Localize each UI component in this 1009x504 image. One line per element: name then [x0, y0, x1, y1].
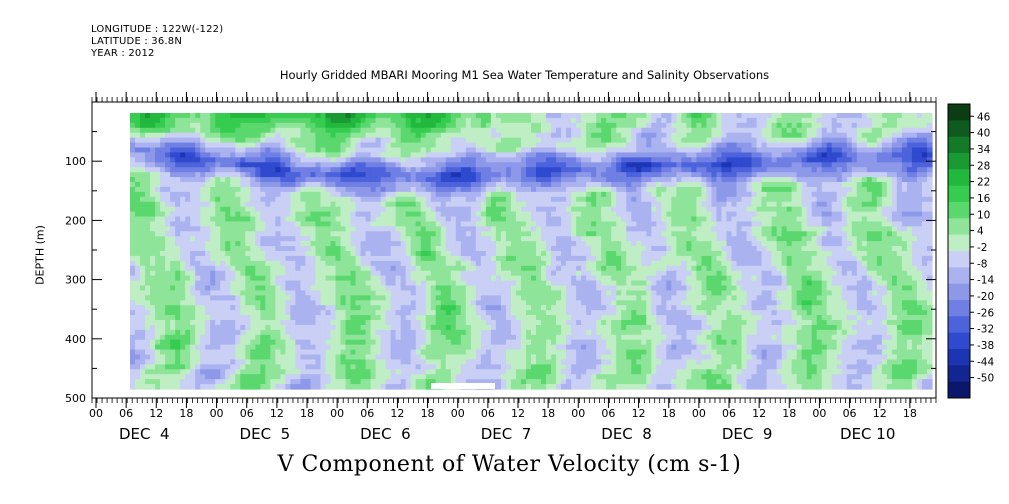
x-hour-tick-label: 18	[903, 407, 917, 420]
chart-title: Hourly Gridded MBARI Mooring M1 Sea Wate…	[279, 68, 770, 82]
colorbar-swatch	[948, 104, 970, 121]
y-tick-label: 200	[65, 214, 86, 227]
colorbar-swatch	[948, 169, 970, 187]
x-day-label: DEC 9	[722, 425, 773, 443]
colorbar-label: 10	[977, 209, 990, 221]
colorbar-swatch	[948, 202, 970, 219]
colorbar-label: -38	[977, 340, 994, 352]
y-tick-label: 500	[65, 392, 86, 405]
colorbar-label: 22	[977, 177, 990, 189]
colorbar-swatch	[948, 316, 970, 334]
x-hour-tick-label: 12	[149, 407, 163, 420]
colorbar-label: 4	[977, 226, 984, 238]
x-day-label: DEC 7	[481, 425, 532, 443]
x-hour-tick-label: 12	[873, 407, 887, 420]
colorbar-label: 34	[977, 144, 991, 156]
colorbar-label: -44	[977, 356, 994, 368]
x-axis-label: V Component of Water Velocity (cm s-1)	[277, 452, 742, 477]
x-hour-tick-label: 06	[240, 407, 254, 420]
x-hour-tick-label: 12	[632, 407, 646, 420]
y-tick-label: 300	[65, 274, 86, 287]
colorbar-swatch	[948, 185, 970, 203]
x-hour-tick-label: 00	[571, 407, 585, 420]
x-day-label: DEC 5	[240, 425, 291, 443]
missing-data-region	[431, 383, 495, 389]
colorbar-swatch	[948, 300, 970, 317]
colorbar-swatch	[948, 136, 970, 154]
colorbar-label: -2	[977, 242, 987, 254]
colorbar-swatch	[948, 283, 970, 301]
x-day-label: DEC 8	[601, 425, 652, 443]
axes: 00 06 12 18 00 06 12 18 00 06 12 18 00 06 12 18 00 06 12 18…	[65, 92, 937, 443]
x-hour-tick-label: 00	[812, 407, 826, 420]
x-hour-tick-label: 18	[179, 407, 193, 420]
x-hour-tick-label: 12	[752, 407, 766, 420]
colorbar-swatch	[948, 349, 970, 366]
x-hour-tick-label: 06	[722, 407, 736, 420]
x-day-label: DEC 6	[360, 425, 411, 443]
colorbar-swatch	[948, 218, 970, 236]
x-hour-tick-label: 00	[692, 407, 706, 420]
x-hour-tick-label: 06	[119, 407, 133, 420]
x-hour-tick-label: 06	[360, 407, 374, 420]
colorbar-label: -14	[977, 275, 994, 287]
x-hour-tick-label: 12	[270, 407, 284, 420]
x-hour-tick-label: 00	[330, 407, 344, 420]
colorbar-label: -26	[977, 307, 994, 319]
x-hour-tick-label: 18	[662, 407, 676, 420]
colorbar-label: 46	[977, 111, 991, 123]
x-hour-tick-label: 12	[390, 407, 404, 420]
heatmap-field	[130, 113, 933, 390]
colorbar-label: -20	[977, 291, 994, 303]
colorbar-label: 28	[977, 160, 990, 172]
x-hour-tick-label: 06	[481, 407, 495, 420]
x-hour-tick-label: 18	[541, 407, 555, 420]
colorbar-swatch	[948, 365, 970, 383]
y-tick-label: 400	[65, 333, 86, 346]
x-hour-tick-label: 00	[89, 407, 103, 420]
colorbar-label: -32	[977, 324, 994, 336]
x-hour-tick-label: 06	[601, 407, 615, 420]
x-hour-tick-label: 18	[421, 407, 435, 420]
x-day-label: DEC 4	[119, 425, 170, 443]
x-hour-tick-label: 18	[782, 407, 796, 420]
longitude-label: LONGITUDE : 122W(-122)	[91, 24, 224, 35]
x-day-label: DEC 10	[840, 425, 895, 443]
colorbar-swatch	[948, 267, 970, 285]
latitude-label: LATITUDE : 36.8N	[91, 36, 183, 47]
colorbar-label: 16	[977, 193, 991, 205]
x-hour-tick-label: 00	[451, 407, 465, 420]
colorbar-swatch	[948, 332, 970, 350]
colorbar-label: -50	[977, 373, 994, 385]
x-hour-tick-label: 18	[300, 407, 314, 420]
colorbar: 46 40 34 28 22 16 10 4 -2 -8 -14 -20 -26 -32 -38 -44 -50	[947, 103, 994, 399]
y-tick-label: 100	[65, 155, 86, 168]
x-hour-tick-label: 06	[843, 407, 857, 420]
colorbar-swatch	[948, 381, 970, 399]
colorbar-frame	[947, 103, 971, 399]
year-label: YEAR : 2012	[91, 48, 155, 59]
x-hour-tick-label: 00	[210, 407, 224, 420]
colorbar-swatch	[948, 234, 970, 252]
colorbar-swatch	[948, 251, 970, 268]
colorbar-label: -8	[977, 258, 987, 270]
colorbar-swatch	[948, 120, 970, 138]
x-hour-tick-label: 12	[511, 407, 525, 420]
colorbar-label: 40	[977, 128, 990, 140]
colorbar-swatch	[948, 153, 970, 170]
